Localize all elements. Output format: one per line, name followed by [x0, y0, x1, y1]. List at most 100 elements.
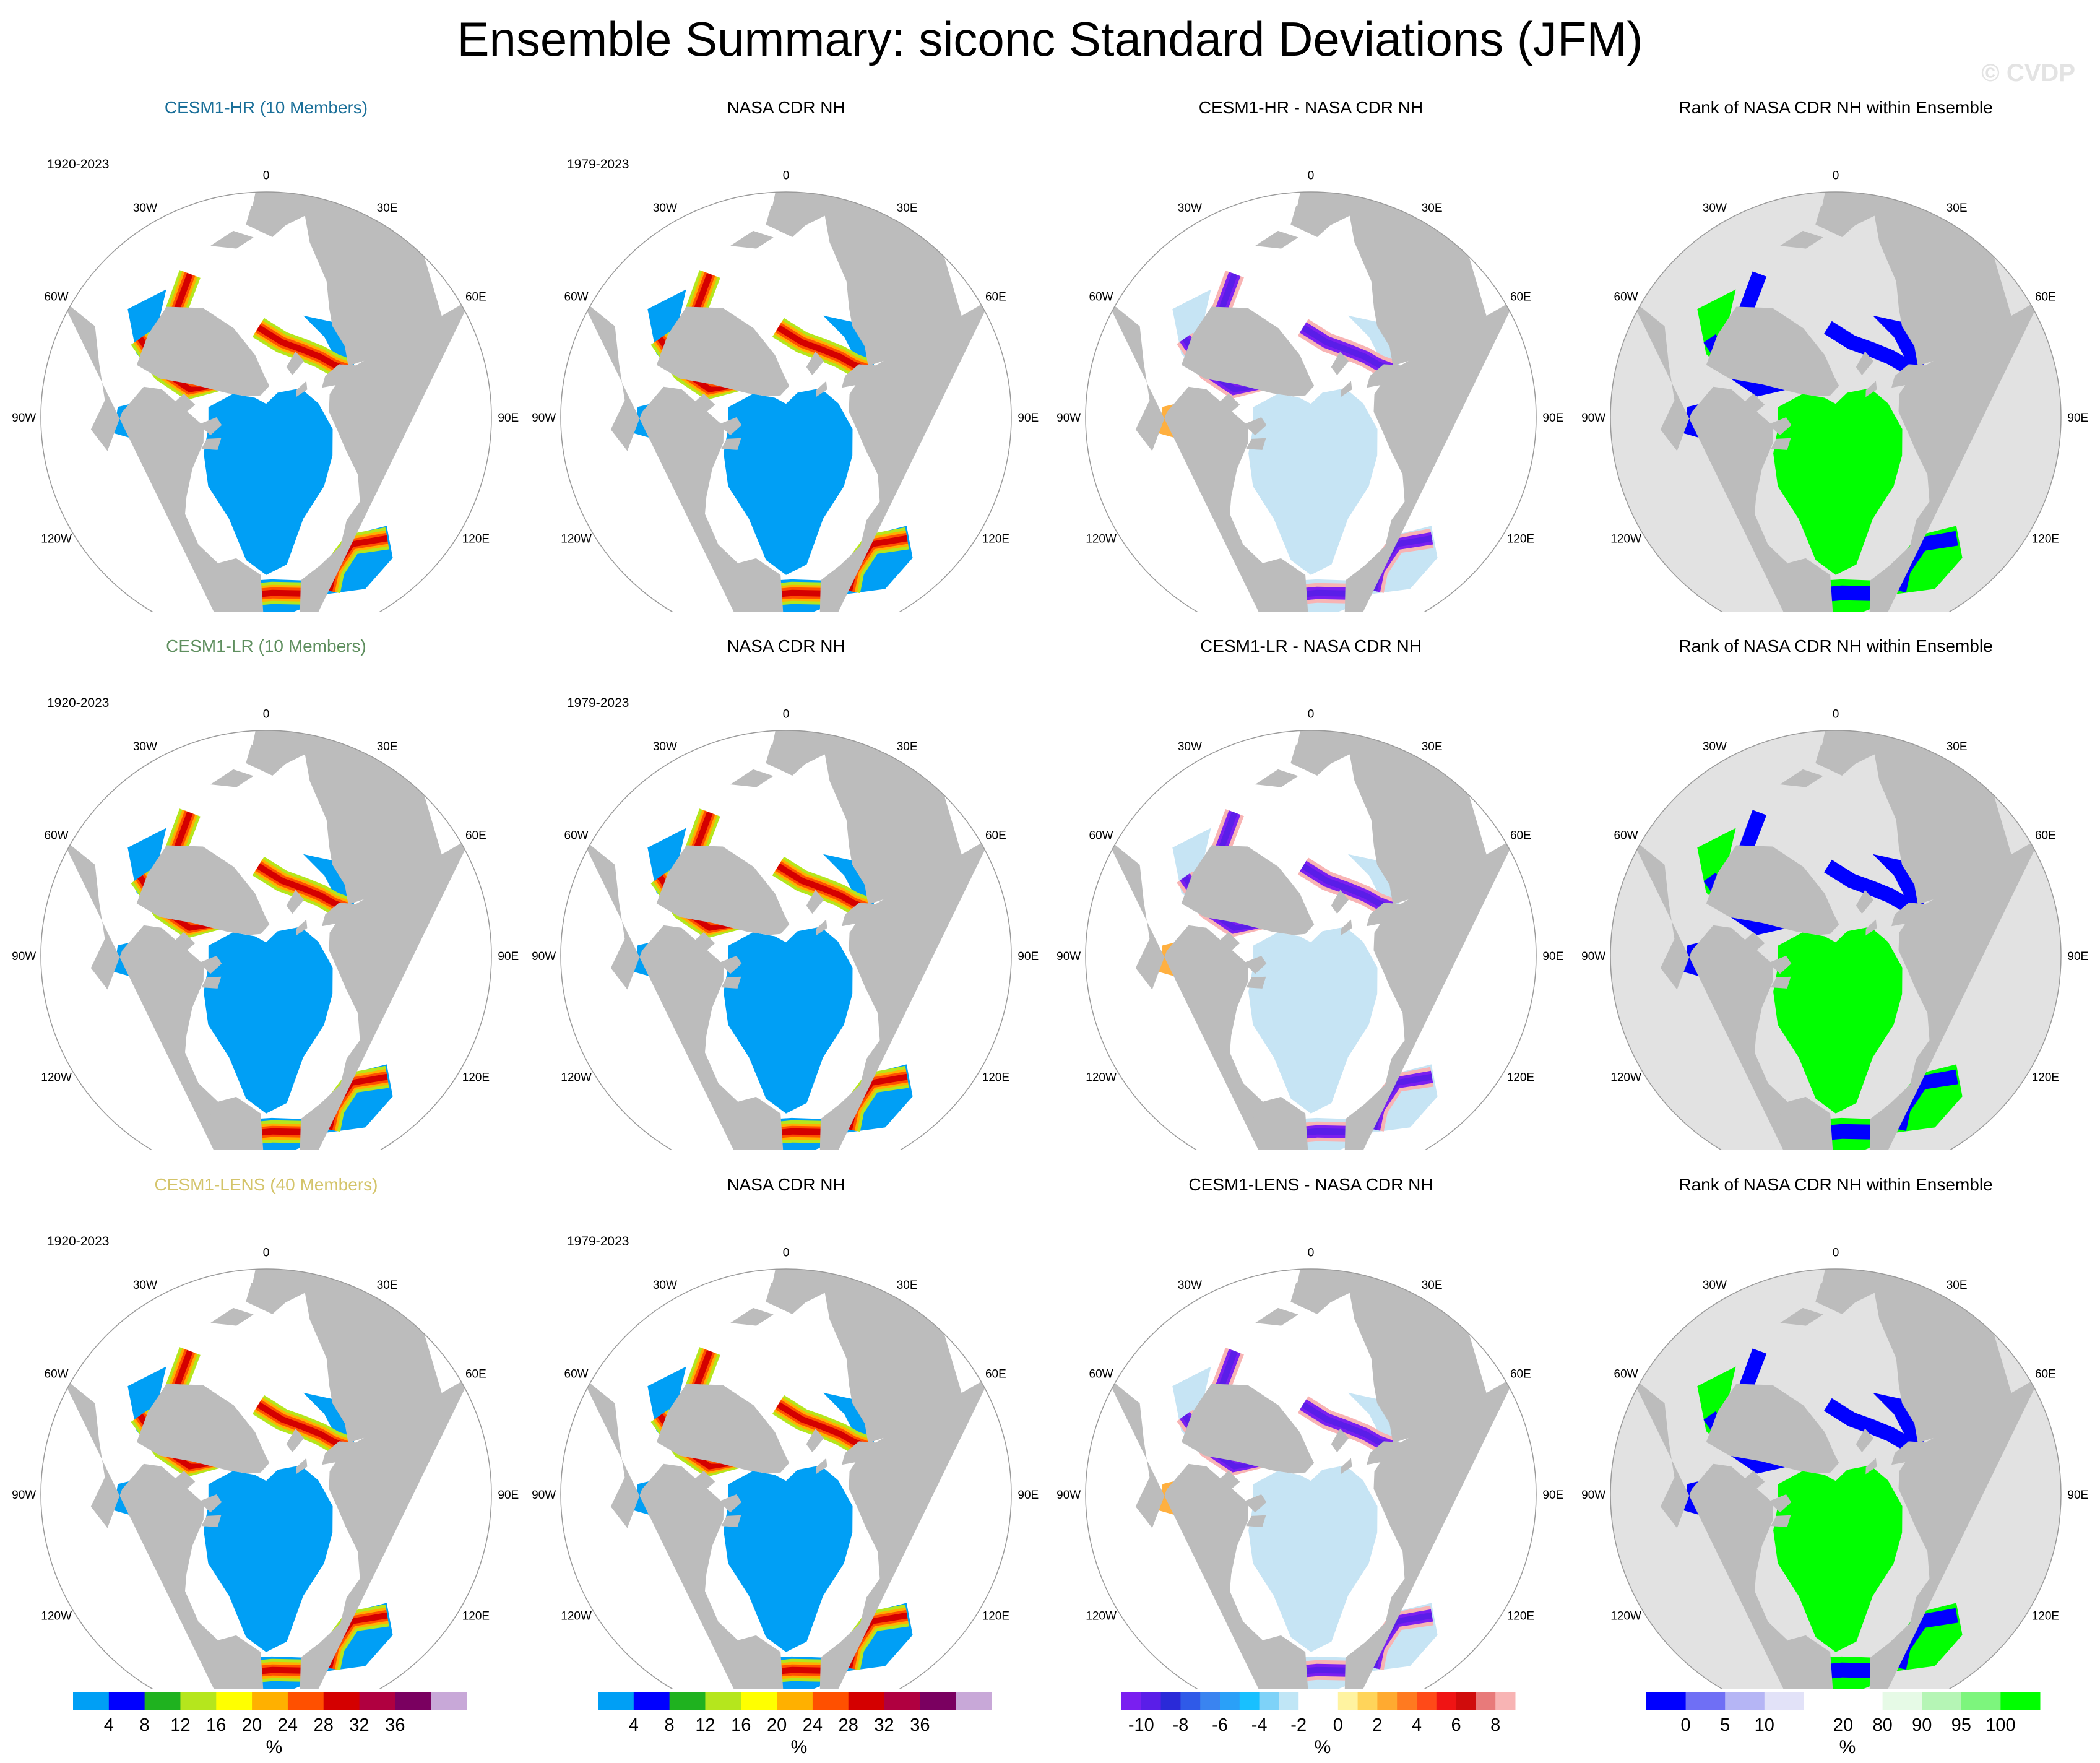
map-border	[1610, 191, 2062, 612]
longitude-label-90w: 90W	[1056, 1489, 1081, 1502]
colorbar-diff: -10-8-6-4-20246810%	[1121, 1690, 1545, 1758]
land-novaya-zemlya	[322, 903, 356, 927]
longitude-label-60e: 60E	[465, 290, 486, 303]
colorbar-tick: 16	[206, 1715, 226, 1735]
longitude-label-60w: 60W	[1614, 1367, 1638, 1380]
longitude-label-120e: 120E	[462, 1610, 490, 1623]
land-alaska	[1774, 1635, 1836, 1689]
colorbar-tick: 0	[1333, 1715, 1343, 1735]
colorbar-swatch	[1456, 1692, 1476, 1710]
ice-arctic-basin	[1248, 927, 1378, 1114]
longitude-label-120w: 120W	[1610, 533, 1641, 546]
polar-map: 180150E120E90E60E30E030W60W90W120W150W	[1581, 708, 2088, 1150]
ice-arctic-basin	[1773, 1465, 1903, 1652]
ice-barents	[1347, 1392, 1400, 1448]
longitude-label-30e: 30E	[1422, 740, 1443, 753]
land-alaska	[204, 558, 266, 612]
polar-map: 180150E120E90E60E30E030W60W90W120W150W	[1056, 170, 1563, 612]
land-archipelago-3	[1742, 393, 1765, 417]
panel-rank-3: 180150E120E90E60E30E030W60W90W120W150WRa…	[1573, 1175, 2098, 1689]
land-svalbard	[1856, 890, 1874, 914]
longitude-label-120w: 120W	[1086, 533, 1117, 546]
colorbar-svg: 0 5 10 20 80 90 95 100	[1646, 1692, 2041, 1735]
land-svalbard	[806, 1428, 824, 1453]
land-canada-nunavut	[1106, 298, 1282, 612]
polar-map: 180150E120E90E60E30E030W60W90W120W150W	[12, 170, 519, 612]
land-alaska	[724, 1096, 786, 1150]
ice-arctic-basin	[204, 927, 333, 1114]
ice-arctic-basin	[1248, 1465, 1378, 1652]
longitude-label-30e: 30E	[1947, 202, 1968, 215]
longitude-label-0: 0	[1833, 708, 1839, 721]
land-iceland	[1780, 230, 1823, 249]
land-archipelago-2	[201, 1515, 222, 1527]
colorbar-swatch	[2000, 1692, 2041, 1710]
land-franz-josef	[1865, 919, 1877, 936]
land-eurasia	[299, 837, 471, 1150]
longitude-label-0: 0	[783, 170, 790, 183]
colorbar-swatch	[1200, 1692, 1221, 1710]
band-eastern-layer-0	[1824, 321, 1921, 377]
land-canada-nunavut	[581, 298, 758, 612]
land-franz-josef	[296, 381, 308, 397]
longitude-label-90e: 90E	[1018, 950, 1039, 963]
panel-title: CESM1-LENS (40 Members)	[154, 1175, 378, 1194]
longitude-label-60e: 60E	[985, 290, 1006, 303]
band-eastern-layer-2	[1301, 1401, 1394, 1450]
panel-std-3: 180150E120E90E60E30E030W60W90W120W150WNA…	[524, 1175, 1048, 1689]
colorbar-tick: 0	[1681, 1715, 1691, 1735]
colorbar-swatch	[741, 1692, 777, 1710]
colorbar-swatch	[1495, 1692, 1516, 1710]
ice-arctic-basin	[204, 1465, 333, 1652]
land-uk	[1290, 744, 1331, 776]
colorbar-tick: 36	[910, 1715, 930, 1735]
land-uk	[246, 206, 287, 237]
land-franz-josef	[816, 381, 827, 397]
colorbar-swatch	[1417, 1692, 1437, 1710]
longitude-label-90e: 90E	[2067, 950, 2088, 963]
land-archipelago-1	[199, 1494, 222, 1513]
land-archipelago-3	[692, 393, 715, 417]
map-border	[40, 730, 492, 1150]
colorbar-swatch	[1141, 1692, 1162, 1710]
land-novaya-zemlya	[1367, 903, 1401, 927]
map-border	[560, 730, 1012, 1150]
colorbar-swatch	[1764, 1692, 1804, 1710]
longitude-label-90w: 90W	[1581, 950, 1605, 963]
longitude-label-120w: 120W	[41, 1072, 72, 1085]
map-canvas: 180150E120E90E60E30E030W60W90W120W150W	[1056, 170, 1563, 612]
colorbar-tick: 20	[242, 1715, 262, 1735]
land-archipelago-1	[719, 956, 742, 974]
longitude-label-90w: 90W	[12, 1489, 36, 1502]
colorbar-tick: 28	[314, 1715, 334, 1735]
longitude-label-90w: 90W	[1581, 412, 1605, 425]
colorbar-swatch	[1180, 1692, 1201, 1710]
land-uk	[1290, 206, 1331, 237]
land-iceland	[210, 1307, 254, 1326]
colorbar-tick: 100	[1985, 1715, 2015, 1735]
colorbar-tick: 8	[665, 1715, 675, 1735]
land-novaya-zemlya	[1891, 1441, 1925, 1465]
map-border	[560, 191, 1012, 612]
land-uk	[1815, 744, 1856, 776]
longitude-label-120e: 120E	[462, 533, 490, 546]
land-greenland	[136, 306, 270, 397]
colorbar-swatch	[1804, 1692, 1844, 1710]
colorbar-unit: %	[1314, 1737, 1331, 1757]
longitude-label-0: 0	[1833, 1247, 1839, 1260]
main-title: Ensemble Summary: siconc Standard Deviat…	[457, 12, 1643, 66]
longitude-label-90e: 90E	[498, 412, 519, 425]
longitude-label-60w: 60W	[564, 1367, 589, 1380]
map-canvas: 180150E120E90E60E30E030W60W90W120W150W	[532, 708, 1039, 1150]
ice-arctic-basin	[724, 927, 853, 1114]
panel-std-3: 180150E120E90E60E30E030W60W90W120W150WCE…	[4, 1175, 529, 1689]
land-uk	[1815, 1283, 1856, 1314]
longitude-label-60e: 60E	[985, 1367, 1006, 1380]
land-greenland	[656, 306, 790, 397]
band-eastern-layer-3	[256, 1401, 350, 1450]
longitude-label-60e: 60E	[465, 1367, 486, 1380]
land-alaska	[1249, 558, 1311, 612]
land-iceland	[210, 769, 254, 787]
longitude-label-90w: 90W	[532, 950, 556, 963]
longitude-label-120e: 120E	[462, 1072, 490, 1085]
